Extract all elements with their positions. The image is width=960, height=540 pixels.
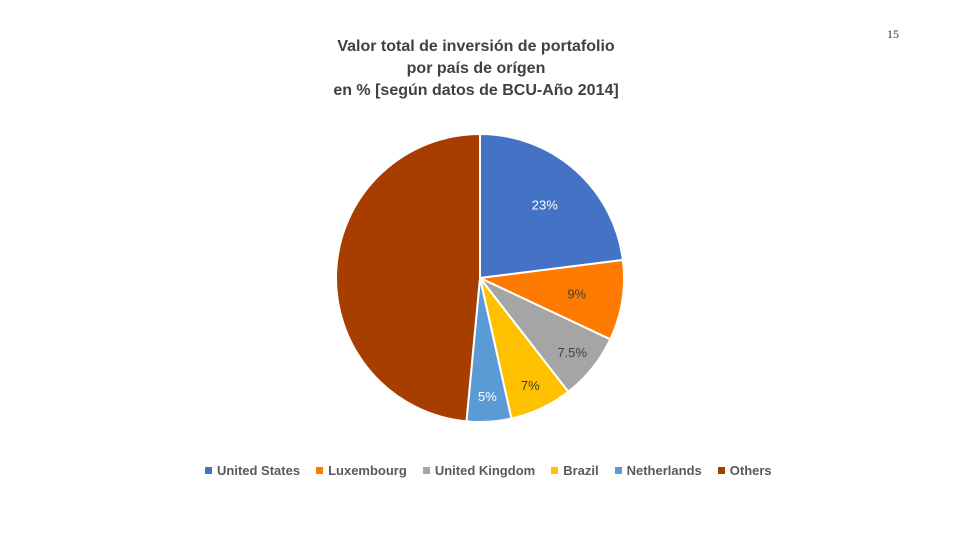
- legend-item-united-kingdom: United Kingdom: [422, 463, 536, 478]
- legend-label: Netherlands: [626, 463, 702, 478]
- data-label-brazil: 7%: [521, 378, 540, 393]
- legend-swatch: [717, 467, 725, 474]
- legend-item-netherlands: Netherlands: [614, 463, 702, 478]
- legend-item-luxembourg: Luxembourg: [316, 463, 407, 478]
- chart-title-line: Valor total de inversión de portafolio: [337, 38, 615, 55]
- legend-swatch: [316, 467, 324, 474]
- slide-number: 15: [887, 27, 899, 41]
- legend-item-united-states: United States: [205, 463, 300, 478]
- legend-label: Others: [729, 463, 772, 478]
- pie-slice-luxembourg: [476, 258, 625, 341]
- legend-swatch: [205, 467, 212, 474]
- pie-slice-united-states: [479, 132, 624, 280]
- legend-item-brazil: Brazil: [551, 463, 599, 478]
- data-label-united-kingdom: 7.5%: [557, 345, 587, 360]
- legend-swatch: [551, 467, 559, 474]
- legend-swatch: [422, 467, 430, 474]
- legend-swatch: [614, 467, 622, 474]
- legend-item-others: Others: [717, 463, 772, 478]
- data-label-netherlands: 5%: [478, 389, 497, 404]
- chart-title-line: en % [según datos de BCU-Año 2014]: [333, 82, 619, 99]
- pie-slice-others: [335, 132, 481, 423]
- chart-title: Valor total de inversión de portafolio p…: [290, 36, 662, 102]
- chart-title-line: por país de orígen: [406, 60, 546, 77]
- data-label-luxembourg: 9%: [567, 286, 586, 301]
- legend-label: United Kingdom: [434, 463, 536, 478]
- legend-label: Luxembourg: [328, 463, 407, 478]
- data-label-united-states: 23%: [532, 198, 558, 213]
- legend-label: United States: [217, 463, 301, 478]
- legend-label: Brazil: [563, 463, 599, 478]
- chart-legend: United States Luxembourg United Kingdom Bra…: [205, 463, 772, 478]
